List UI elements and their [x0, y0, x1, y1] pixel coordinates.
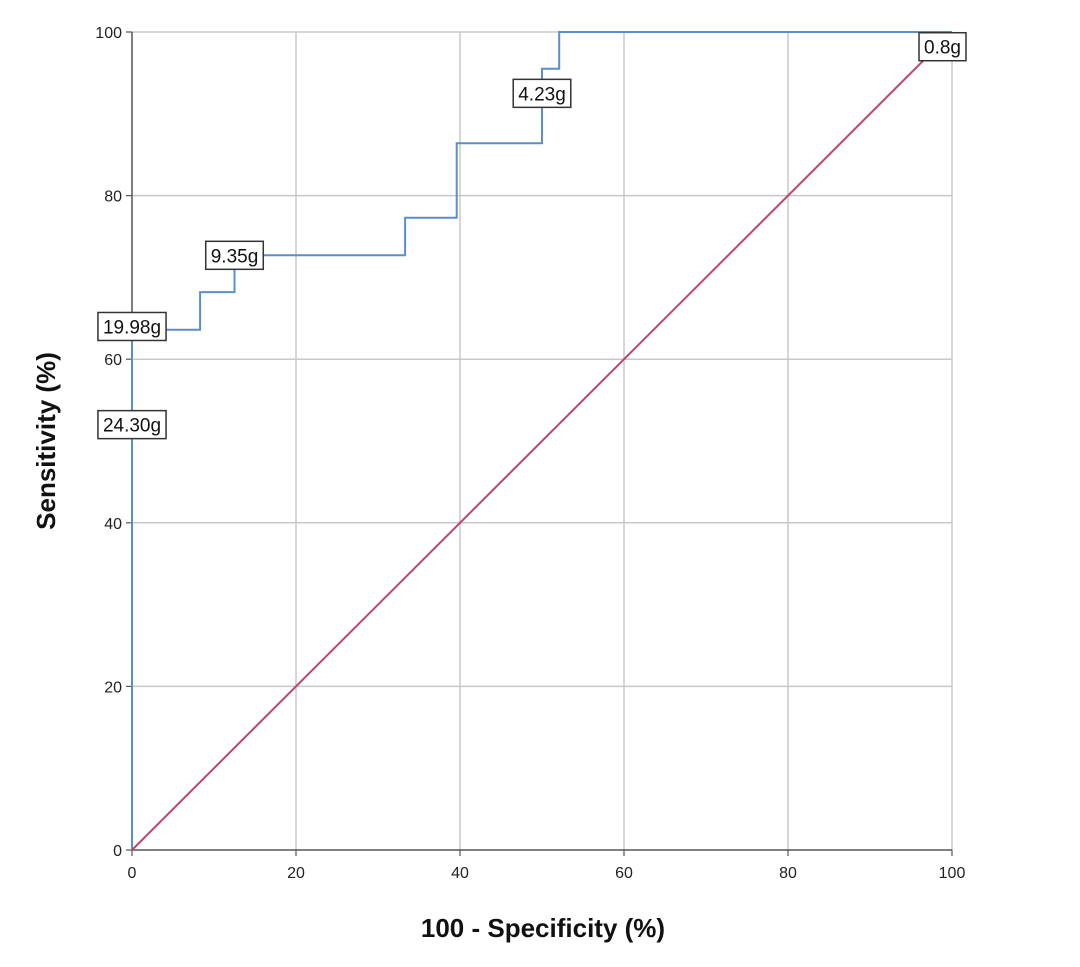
annotation-box	[97, 311, 167, 342]
annotation-text: 4.23g	[518, 84, 566, 105]
annotation-text: 24.30g	[103, 416, 161, 437]
annotation-label-4: 0.8g	[918, 31, 967, 62]
annotation-label-0: 24.30g	[97, 409, 167, 440]
x-tick-label-4: 80	[779, 865, 797, 882]
x-tick-label-1: 20	[287, 865, 305, 882]
x-tick-label-2: 40	[451, 865, 469, 882]
y-tick-label-2: 40	[104, 516, 122, 533]
y-tick-label-1: 20	[104, 679, 122, 696]
annotation-label-1: 19.98g	[97, 311, 167, 342]
annotation-box	[512, 78, 572, 109]
y-tick-label-5: 100	[95, 25, 122, 42]
annotation-box	[97, 409, 167, 440]
annotation-box	[204, 240, 265, 271]
x-tick-label-3: 60	[615, 865, 633, 882]
series-line-1	[131, 31, 953, 851]
annotation-text: 19.98g	[103, 317, 161, 338]
y-tick-label-3: 60	[104, 352, 122, 369]
tick-labels: 0 20 40 60 80 100 0 20 40 60 80 100	[95, 25, 965, 882]
y-tick-label-0: 0	[113, 843, 122, 860]
y-axis-label: Sensitivity (%)	[31, 352, 61, 530]
x-tick-label-5: 100	[939, 865, 966, 882]
annotations: 24.30g 19.98g 9.35g 4.23g 0.8g	[97, 31, 967, 440]
annotation-label-2: 9.35g	[204, 240, 265, 271]
annotation-text: 9.35g	[211, 246, 259, 267]
series-lines	[131, 31, 953, 851]
annotation-text: 0.8g	[924, 38, 961, 59]
y-tick-label-4: 80	[104, 189, 122, 206]
annotation-label-3: 4.23g	[512, 78, 572, 109]
annotation-box	[918, 31, 967, 62]
x-tick-label-0: 0	[128, 865, 137, 882]
x-axis-label: 100 - Specificity (%)	[421, 913, 665, 943]
